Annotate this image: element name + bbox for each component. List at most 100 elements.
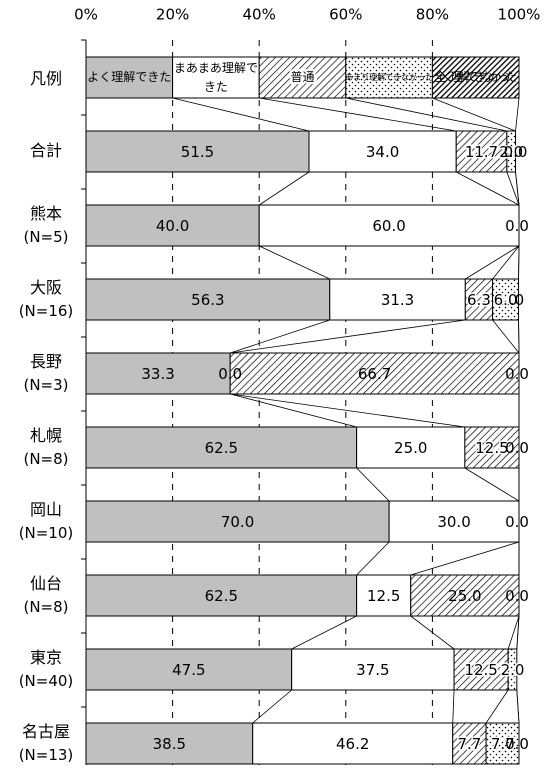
bar-segment bbox=[464, 426, 520, 469]
bar-segment bbox=[85, 722, 254, 765]
data-label: 6.3 bbox=[467, 291, 491, 309]
data-label: 40.0 bbox=[156, 217, 189, 235]
bar-segment bbox=[258, 204, 520, 247]
bar-segment bbox=[485, 722, 520, 765]
data-label: 62.5 bbox=[205, 587, 238, 605]
bar-segment bbox=[308, 130, 457, 173]
legend-label: まあまあ理解で bbox=[174, 61, 258, 75]
bar-segment bbox=[507, 648, 518, 691]
bar-segment bbox=[85, 574, 358, 617]
connector-line bbox=[259, 97, 457, 132]
category-sample-size: (N=8) bbox=[23, 598, 68, 616]
legend-swatch bbox=[431, 56, 520, 99]
data-label: 34.0 bbox=[366, 143, 399, 161]
connector-line bbox=[464, 467, 520, 502]
legend-row-label: 凡例 bbox=[30, 69, 62, 88]
connector-line bbox=[410, 541, 520, 576]
data-label: 2.0 bbox=[499, 143, 523, 161]
connector-line bbox=[516, 615, 520, 650]
connector-lines bbox=[172, 97, 520, 724]
category-sample-size: (N=10) bbox=[19, 524, 74, 542]
bar-segment bbox=[85, 426, 358, 469]
category-sample-size: (N=3) bbox=[23, 376, 68, 394]
bar-segment bbox=[455, 130, 508, 173]
x-axis: 0% 20% 40% 60% 80% 100% bbox=[74, 6, 541, 765]
connector-line bbox=[515, 97, 520, 132]
connector-line bbox=[452, 689, 455, 724]
category-label: 岡山 bbox=[30, 500, 62, 519]
connector-line bbox=[259, 245, 330, 280]
bar-segment bbox=[85, 204, 260, 247]
connector-line bbox=[356, 541, 390, 576]
data-label: 60.0 bbox=[372, 217, 405, 235]
bar-segment bbox=[329, 278, 466, 321]
x-tick-label: 100% bbox=[498, 6, 541, 24]
data-label: 0.0 bbox=[505, 439, 529, 457]
connector-line bbox=[356, 467, 390, 502]
legend-label: 全く理解できなかった bbox=[434, 69, 517, 84]
category-sample-size: (N=40) bbox=[19, 672, 74, 690]
connector-line bbox=[230, 319, 466, 354]
data-label: .0 bbox=[510, 291, 524, 309]
data-label: 51.5 bbox=[181, 143, 214, 161]
category-label: 東京 bbox=[30, 648, 62, 667]
data-label: 37.5 bbox=[356, 661, 389, 679]
category-label: 札幌 bbox=[30, 426, 62, 445]
data-label: 0.0 bbox=[505, 735, 529, 753]
connector-line bbox=[252, 689, 292, 724]
legend-label: 普通 bbox=[290, 70, 314, 84]
connector-line bbox=[507, 615, 520, 650]
connector-line bbox=[506, 171, 520, 206]
data-label: 62.5 bbox=[205, 439, 238, 457]
connector-line bbox=[492, 245, 520, 280]
legend-label: よく理解できた bbox=[87, 70, 171, 84]
category-sample-size: (N=8) bbox=[23, 450, 68, 468]
legend-swatch bbox=[172, 56, 260, 99]
bar-segment bbox=[388, 500, 520, 543]
connector-line bbox=[291, 615, 357, 650]
connector-line bbox=[410, 615, 455, 650]
connector-line bbox=[516, 689, 520, 724]
x-tick-label: 40% bbox=[243, 6, 276, 24]
bar-segment bbox=[291, 648, 455, 691]
legend-label: きた bbox=[204, 80, 228, 94]
bar-segment bbox=[453, 648, 509, 691]
connector-line bbox=[492, 319, 520, 354]
bar-segment bbox=[85, 500, 390, 543]
data-label: 7.7 bbox=[457, 735, 481, 753]
x-tick-label: 60% bbox=[329, 6, 362, 24]
legend-swatch bbox=[258, 56, 347, 99]
legend-swatch bbox=[85, 56, 174, 99]
data-label: 0.0 bbox=[505, 217, 529, 235]
bar-segment bbox=[410, 574, 520, 617]
data-label: 66.7 bbox=[358, 365, 391, 383]
data-label: 47.5 bbox=[172, 661, 205, 679]
data-label: 7.7 bbox=[491, 735, 515, 753]
connector-line bbox=[515, 171, 520, 206]
data-label: 2.0 bbox=[501, 661, 525, 679]
data-label: 25.0 bbox=[448, 587, 481, 605]
bar-segment bbox=[452, 722, 487, 765]
data-label: 38.5 bbox=[153, 735, 186, 753]
category-label: 長野 bbox=[30, 352, 62, 371]
category-label: 大阪 bbox=[30, 278, 62, 297]
data-label: 25.0 bbox=[394, 439, 427, 457]
x-tick-label: 80% bbox=[416, 6, 449, 24]
connector-line bbox=[172, 97, 310, 132]
data-label: 12.5 bbox=[367, 587, 400, 605]
data-label: 0.0 bbox=[218, 365, 242, 383]
data-label: 31.3 bbox=[381, 291, 414, 309]
data-label: 0.0 bbox=[505, 587, 529, 605]
bar-segment bbox=[85, 352, 231, 395]
data-label: 0.0 bbox=[505, 513, 529, 531]
connector-line bbox=[345, 97, 507, 132]
connector-line bbox=[230, 393, 357, 428]
data-label: 11.7 bbox=[465, 143, 498, 161]
data-label: 33.3 bbox=[141, 365, 174, 383]
data-label: 70.0 bbox=[221, 513, 254, 531]
data-labels: 51.5 34.0 11.7 2.00.040.0 60.0 0.056.3 31.3 6.3… bbox=[141, 142, 529, 755]
connector-line bbox=[485, 689, 509, 724]
